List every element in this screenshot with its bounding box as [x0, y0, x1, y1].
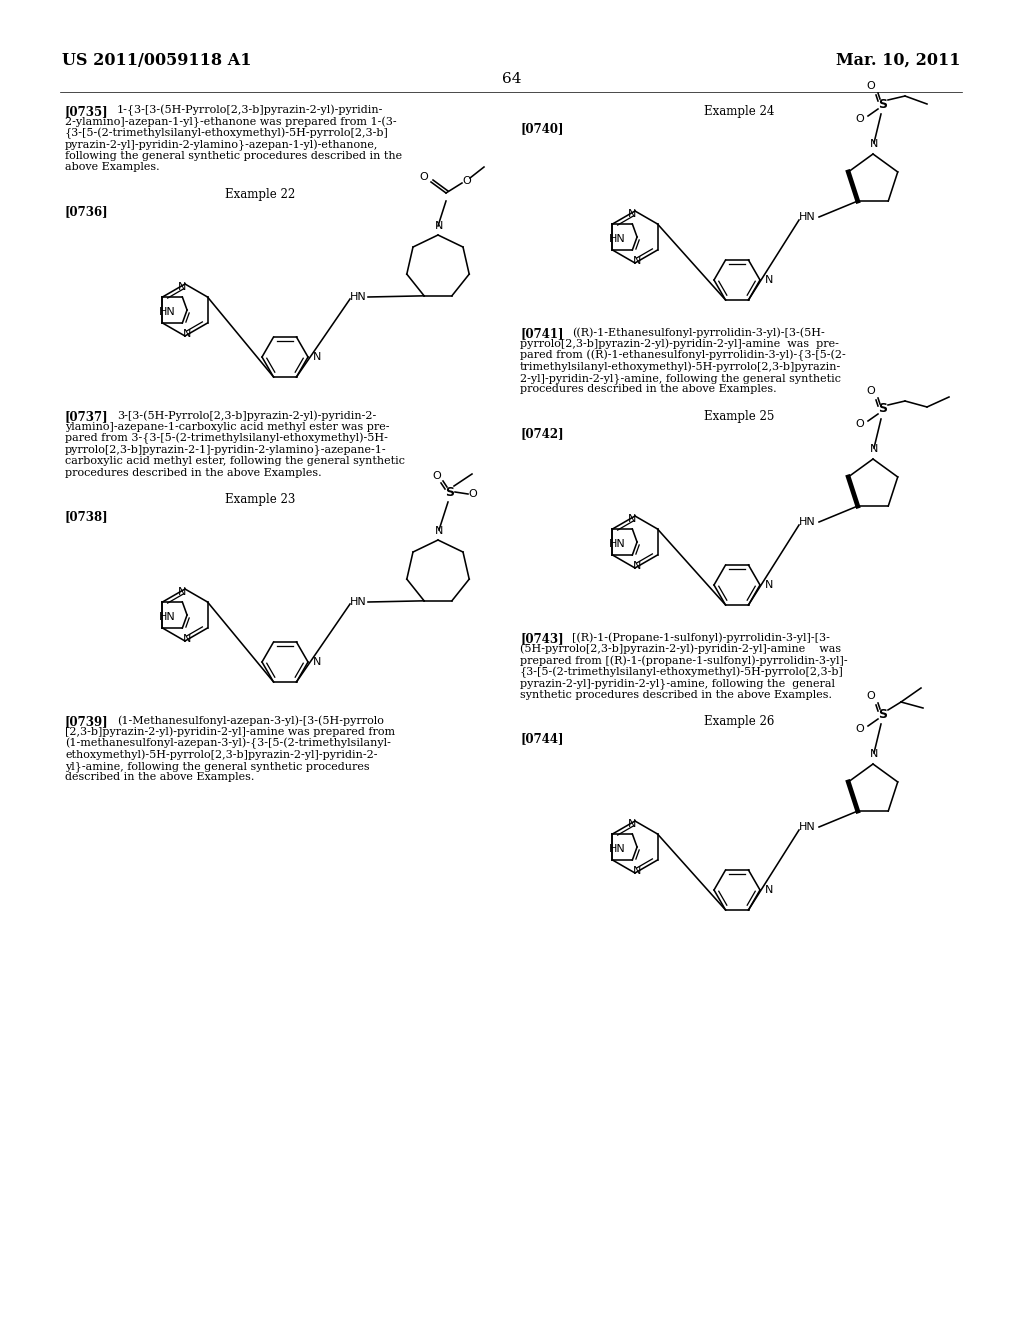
- Text: O: O: [856, 114, 864, 124]
- Text: pyrazin-2-yl]-pyridin-2-yl}-amine, following the  general: pyrazin-2-yl]-pyridin-2-yl}-amine, follo…: [520, 678, 835, 689]
- Text: Example 26: Example 26: [703, 715, 774, 729]
- Text: S: S: [445, 486, 455, 499]
- Text: N: N: [765, 884, 773, 895]
- Text: N: N: [628, 513, 636, 524]
- Text: [0737]: [0737]: [65, 411, 109, 422]
- Text: O: O: [866, 385, 876, 396]
- Text: N: N: [628, 209, 636, 219]
- Text: HN: HN: [799, 213, 815, 222]
- Text: HN: HN: [608, 843, 626, 854]
- Text: carboxylic acid methyl ester, following the general synthetic: carboxylic acid methyl ester, following …: [65, 455, 406, 466]
- Text: pyrazin-2-yl]-pyridin-2-ylamino}-azepan-1-yl)-ethanone,: pyrazin-2-yl]-pyridin-2-ylamino}-azepan-…: [65, 140, 379, 150]
- Text: S: S: [879, 403, 888, 416]
- Text: ((R)-1-Ethanesulfonyl-pyrrolidin-3-yl)-[3-(5H-: ((R)-1-Ethanesulfonyl-pyrrolidin-3-yl)-[…: [572, 327, 824, 338]
- Text: Example 24: Example 24: [703, 106, 774, 117]
- Text: N: N: [869, 444, 879, 454]
- Text: [0743]: [0743]: [520, 632, 563, 645]
- Text: N: N: [312, 657, 322, 667]
- Text: following the general synthetic procedures described in the: following the general synthetic procedur…: [65, 150, 402, 161]
- Text: N: N: [183, 329, 191, 339]
- Text: HN: HN: [799, 517, 815, 527]
- Text: {3-[5-(2-trimethylsilanyl-ethoxymethyl)-5H-pyrrolo[2,3-b]: {3-[5-(2-trimethylsilanyl-ethoxymethyl)-…: [520, 667, 844, 678]
- Text: pared from ((R)-1-ethanesulfonyl-pyrrolidin-3-yl)-{3-[5-(2-: pared from ((R)-1-ethanesulfonyl-pyrroli…: [520, 350, 846, 362]
- Text: [0741]: [0741]: [520, 327, 563, 341]
- Text: N: N: [435, 525, 443, 536]
- Text: N: N: [633, 561, 641, 572]
- Text: N: N: [869, 139, 879, 149]
- Text: N: N: [435, 220, 443, 231]
- Text: O: O: [469, 488, 477, 499]
- Text: O: O: [420, 172, 428, 182]
- Text: 3-[3-(5H-Pyrrolo[2,3-b]pyrazin-2-yl)-pyridin-2-: 3-[3-(5H-Pyrrolo[2,3-b]pyrazin-2-yl)-pyr…: [117, 411, 376, 421]
- Text: [0739]: [0739]: [65, 715, 109, 729]
- Text: HN: HN: [159, 612, 175, 622]
- Text: above Examples.: above Examples.: [65, 162, 160, 173]
- Text: S: S: [879, 98, 888, 111]
- Text: N: N: [178, 587, 186, 597]
- Text: N: N: [633, 866, 641, 876]
- Text: (5H-pyrrolo[2,3-b]pyrazin-2-yl)-pyridin-2-yl]-amine    was: (5H-pyrrolo[2,3-b]pyrazin-2-yl)-pyridin-…: [520, 644, 841, 655]
- Text: O: O: [432, 471, 441, 480]
- Text: pyrrolo[2,3-b]pyrazin-2-yl)-pyridin-2-yl]-amine  was  pre-: pyrrolo[2,3-b]pyrazin-2-yl)-pyridin-2-yl…: [520, 338, 839, 348]
- Text: N: N: [312, 352, 322, 362]
- Text: [2,3-b]pyrazin-2-yl)-pyridin-2-yl]-amine was prepared from: [2,3-b]pyrazin-2-yl)-pyridin-2-yl]-amine…: [65, 726, 395, 737]
- Text: 2-yl]-pyridin-2-yl}-amine, following the general synthetic: 2-yl]-pyridin-2-yl}-amine, following the…: [520, 374, 841, 384]
- Text: O: O: [866, 690, 876, 701]
- Text: [0735]: [0735]: [65, 106, 109, 117]
- Text: HN: HN: [608, 234, 626, 244]
- Text: 64: 64: [502, 73, 522, 86]
- Text: Example 23: Example 23: [225, 492, 295, 506]
- Text: ethoxymethyl)-5H-pyrrolo[2,3-b]pyrazin-2-yl]-pyridin-2-: ethoxymethyl)-5H-pyrrolo[2,3-b]pyrazin-2…: [65, 750, 378, 760]
- Text: US 2011/0059118 A1: US 2011/0059118 A1: [62, 51, 252, 69]
- Text: N: N: [633, 256, 641, 267]
- Text: N: N: [765, 275, 773, 285]
- Text: Mar. 10, 2011: Mar. 10, 2011: [836, 51, 961, 69]
- Text: 1-{3-[3-(5H-Pyrrolo[2,3-b]pyrazin-2-yl)-pyridin-: 1-{3-[3-(5H-Pyrrolo[2,3-b]pyrazin-2-yl)-…: [117, 106, 383, 116]
- Text: HN: HN: [608, 539, 626, 549]
- Text: Example 22: Example 22: [225, 187, 295, 201]
- Text: HN: HN: [349, 597, 367, 607]
- Text: [0742]: [0742]: [520, 426, 563, 440]
- Text: [(R)-1-(Propane-1-sulfonyl)-pyrrolidin-3-yl]-[3-: [(R)-1-(Propane-1-sulfonyl)-pyrrolidin-3…: [572, 632, 829, 643]
- Text: pyrrolo[2,3-b]pyrazin-2-1]-pyridin-2-ylamino}-azepane-1-: pyrrolo[2,3-b]pyrazin-2-1]-pyridin-2-yla…: [65, 445, 387, 455]
- Text: (1-Methanesulfonyl-azepan-3-yl)-[3-(5H-pyrrolo: (1-Methanesulfonyl-azepan-3-yl)-[3-(5H-p…: [117, 715, 384, 726]
- Text: [0740]: [0740]: [520, 121, 563, 135]
- Text: (1-methanesulfonyl-azepan-3-yl)-{3-[5-(2-trimethylsilanyl-: (1-methanesulfonyl-azepan-3-yl)-{3-[5-(2…: [65, 738, 391, 750]
- Text: pared from 3-{3-[5-(2-trimethylsilanyl-ethoxymethyl)-5H-: pared from 3-{3-[5-(2-trimethylsilanyl-e…: [65, 433, 388, 445]
- Text: O: O: [866, 81, 876, 91]
- Text: N: N: [178, 282, 186, 292]
- Text: N: N: [765, 579, 773, 590]
- Text: ylamino]-azepane-1-carboxylic acid methyl ester was pre-: ylamino]-azepane-1-carboxylic acid methy…: [65, 421, 389, 432]
- Text: O: O: [856, 418, 864, 429]
- Text: trimethylsilanyl-ethoxymethyl)-5H-pyrrolo[2,3-b]pyrazin-: trimethylsilanyl-ethoxymethyl)-5H-pyrrol…: [520, 362, 842, 372]
- Text: {3-[5-(2-trimethylsilanyl-ethoxymethyl)-5H-pyrrolo[2,3-b]: {3-[5-(2-trimethylsilanyl-ethoxymethyl)-…: [65, 128, 389, 140]
- Text: S: S: [879, 708, 888, 721]
- Text: HN: HN: [349, 292, 367, 302]
- Text: N: N: [869, 748, 879, 759]
- Text: 2-ylamino]-azepan-1-yl}-ethanone was prepared from 1-(3-: 2-ylamino]-azepan-1-yl}-ethanone was pre…: [65, 116, 396, 128]
- Text: yl}-amine, following the general synthetic procedures: yl}-amine, following the general synthet…: [65, 762, 370, 772]
- Text: procedures described in the above Examples.: procedures described in the above Exampl…: [520, 384, 776, 395]
- Text: N: N: [628, 818, 636, 829]
- Text: O: O: [856, 723, 864, 734]
- Text: HN: HN: [799, 822, 815, 832]
- Text: O: O: [463, 176, 471, 186]
- Text: N: N: [183, 634, 191, 644]
- Text: [0738]: [0738]: [65, 510, 109, 523]
- Text: Example 25: Example 25: [703, 411, 774, 422]
- Text: described in the above Examples.: described in the above Examples.: [65, 772, 254, 783]
- Text: [0736]: [0736]: [65, 205, 109, 218]
- Text: synthetic procedures described in the above Examples.: synthetic procedures described in the ab…: [520, 689, 831, 700]
- Text: [0744]: [0744]: [520, 733, 563, 744]
- Text: prepared from [(R)-1-(propane-1-sulfonyl)-pyrrolidin-3-yl]-: prepared from [(R)-1-(propane-1-sulfonyl…: [520, 655, 848, 665]
- Text: HN: HN: [159, 308, 175, 317]
- Text: procedures described in the above Examples.: procedures described in the above Exampl…: [65, 467, 322, 478]
